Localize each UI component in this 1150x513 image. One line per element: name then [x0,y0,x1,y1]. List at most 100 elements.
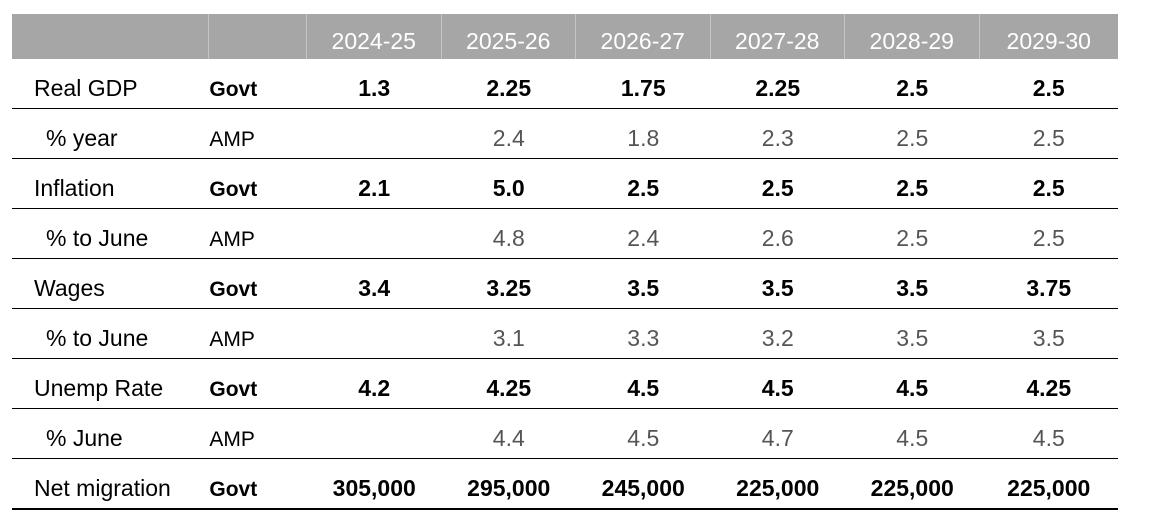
value-cell: 1.3 [307,59,442,108]
row-source-text: AMP [209,228,255,251]
row-label: % to June [12,309,209,358]
value-cell [307,309,442,358]
value-cell: 2.5 [845,159,980,208]
header-year: 2024-25 [307,14,442,59]
value-text: 2.5 [896,175,929,201]
row-label-text: % year [46,125,118,151]
value-cell: 2.5 [980,59,1118,108]
value-text: 2.5 [1032,75,1065,101]
value-text: 225,000 [1007,475,1091,501]
value-cell: 4.25 [980,359,1118,408]
value-text: 4.5 [627,375,660,401]
value-cell: 3.25 [442,259,577,308]
header-year-label: 2027-28 [735,28,820,54]
value-cell: 2.25 [442,59,577,108]
table-body: Real GDP Govt 1.3 2.25 1.75 2.25 2.5 2.5 % year A… [12,59,1118,510]
value-cell: 2.5 [711,159,846,208]
header-blank-source [209,14,307,59]
value-cell: 2.1 [307,159,442,208]
value-cell: 4.8 [442,209,577,258]
row-source: Govt [209,259,307,308]
row-source-text: AMP [209,428,255,451]
value-cell: 245,000 [576,459,711,508]
value-text: 3.5 [627,275,660,301]
row-source-text: AMP [209,328,255,351]
header-year: 2025-26 [442,14,576,59]
value-text: 3.1 [492,325,525,351]
value-cell: 3.5 [711,259,846,308]
row-source: Govt [209,159,307,208]
row-label: Inflation [12,159,209,208]
value-cell: 2.4 [576,209,711,258]
header-year-label: 2029-30 [1006,28,1091,54]
value-cell: 2.5 [980,109,1118,158]
row-source-text: Govt [209,278,258,301]
value-cell [307,409,442,458]
value-text: 3.75 [1026,275,1072,301]
row-label-text: % June [46,425,123,451]
header-year: 2029-30 [980,14,1118,59]
value-text: 2.5 [1032,125,1065,151]
value-text: 4.5 [896,425,929,451]
row-source: Govt [209,59,307,108]
table-row: Real GDP Govt 1.3 2.25 1.75 2.25 2.5 2.5 [12,59,1118,109]
table-row: Unemp Rate Govt 4.2 4.25 4.5 4.5 4.5 4.25 [12,359,1118,409]
row-source: AMP [209,309,307,358]
value-cell: 4.5 [576,359,711,408]
value-cell: 3.75 [980,259,1118,308]
row-label-text: Inflation [34,175,115,201]
value-text: 3.5 [761,275,794,301]
value-cell: 295,000 [442,459,577,508]
value-cell: 3.2 [711,309,846,358]
header-year: 2028-29 [845,14,980,59]
value-text: 4.5 [1032,425,1065,451]
value-text: 2.5 [1032,225,1065,251]
value-cell: 3.5 [980,309,1118,358]
value-text: 4.2 [358,375,391,401]
value-cell: 2.5 [845,209,980,258]
header-year-label: 2028-29 [869,28,954,54]
value-cell: 2.5 [576,159,711,208]
value-cell: 305,000 [307,459,442,508]
value-cell: 4.25 [442,359,577,408]
value-cell: 3.3 [576,309,711,358]
row-label-text: Wages [34,275,105,301]
value-text: 4.25 [486,375,532,401]
value-text: 4.7 [761,425,794,451]
value-text: 225,000 [870,475,954,501]
value-text: 2.5 [1032,175,1065,201]
row-label-text: % to June [46,325,149,351]
value-cell [307,209,442,258]
value-cell: 4.5 [576,409,711,458]
value-text: 295,000 [467,475,551,501]
value-text: 2.5 [761,175,794,201]
row-source-text: Govt [209,78,258,101]
value-cell: 2.6 [711,209,846,258]
value-cell: 4.5 [711,359,846,408]
value-text: 2.25 [755,75,801,101]
row-source: AMP [209,409,307,458]
value-cell: 2.25 [711,59,846,108]
value-text: 3.5 [1032,325,1065,351]
row-label-text: % to June [46,225,149,251]
row-source-text: Govt [209,378,258,401]
header-blank-label [12,14,210,59]
value-cell: 1.8 [576,109,711,158]
value-text: 3.3 [627,325,660,351]
table-row: % to June AMP 4.8 2.4 2.6 2.5 2.5 [12,209,1118,259]
value-text: 3.2 [761,325,794,351]
value-cell: 225,000 [980,459,1118,508]
value-text: 4.5 [761,375,794,401]
value-text: 4.4 [492,425,525,451]
header-year: 2026-27 [576,14,711,59]
value-text: 2.4 [492,125,525,151]
row-source-text: AMP [209,128,255,151]
row-label-text: Net migration [34,475,171,501]
value-text: 1.8 [627,125,660,151]
value-text: 245,000 [601,475,685,501]
value-cell: 4.2 [307,359,442,408]
header-year-label: 2024-25 [331,28,416,54]
value-text: 3.4 [358,275,391,301]
row-source: AMP [209,109,307,158]
value-text: 1.3 [358,75,391,101]
